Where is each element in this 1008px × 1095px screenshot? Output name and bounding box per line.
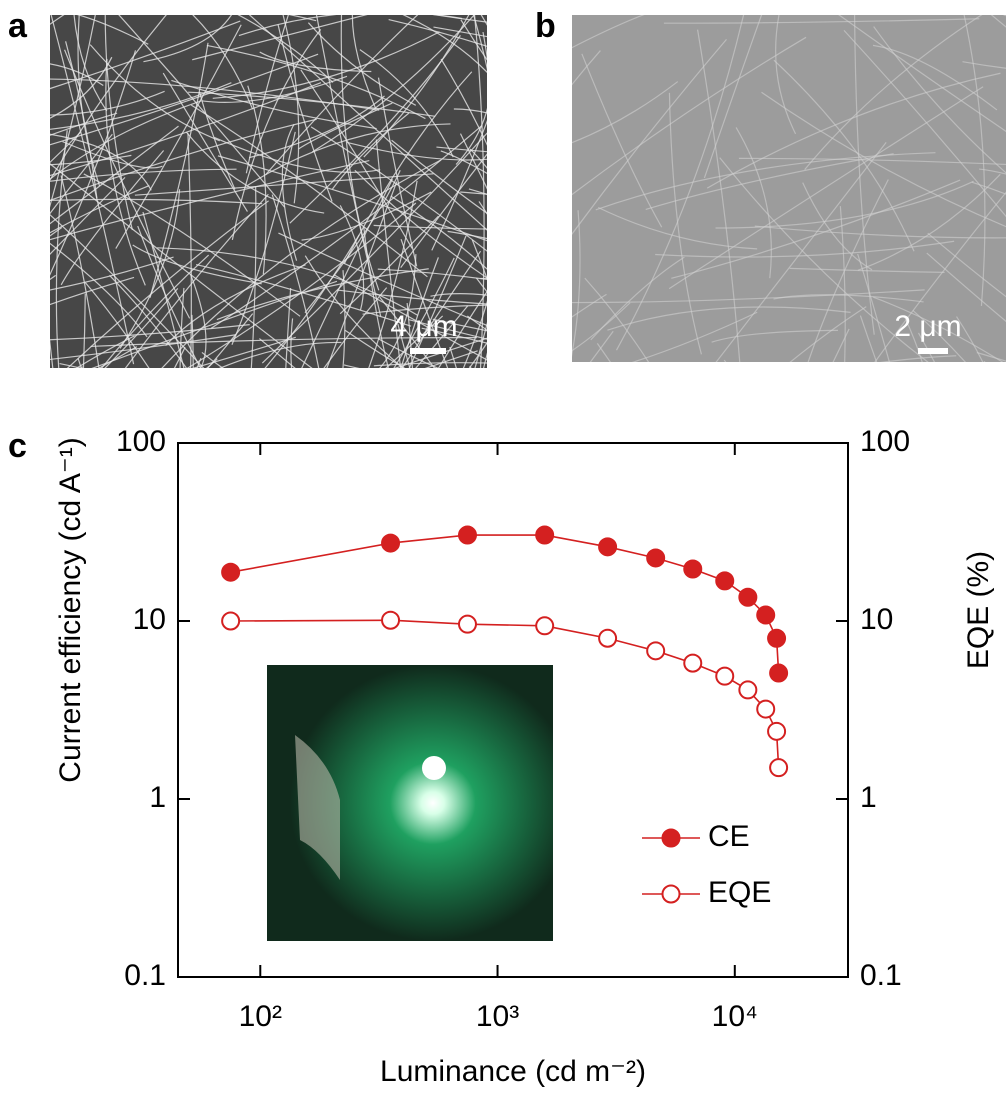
- data-point: [757, 701, 774, 718]
- scale-bar: [410, 348, 446, 354]
- nanowire: [0, 0, 3, 291]
- y-tick-label: 1: [149, 781, 166, 814]
- data-point: [770, 759, 787, 776]
- data-point: [459, 527, 476, 544]
- nanowire: [450, 347, 494, 518]
- panel-label: a: [8, 7, 28, 45]
- y-axis-title: Current efficiency (cd A⁻¹): [54, 437, 87, 782]
- nanowire: [565, 377, 793, 677]
- scale-bar-label: 4 μm: [390, 310, 457, 343]
- data-point: [647, 642, 664, 659]
- legend-marker: [663, 886, 680, 903]
- nanowire: [384, 331, 613, 627]
- data-point: [536, 617, 553, 634]
- data-point: [222, 613, 239, 630]
- nanowire: [724, 360, 936, 604]
- nanowire: [0, 326, 1, 371]
- nanowire: [0, 44, 10, 360]
- nanowire: [60, 364, 341, 486]
- nanowire: [0, 8, 10, 282]
- x-tick-label: 10³: [476, 1000, 519, 1033]
- nanowire: [735, 381, 800, 522]
- nanowire: [801, 376, 832, 486]
- nanowire: [597, 343, 732, 564]
- data-point: [768, 630, 785, 647]
- nanowire: [112, 391, 381, 533]
- data-point: [716, 668, 733, 685]
- figure: a b c 4 μm 2 μm Current efficiency (cd A…: [0, 0, 1008, 1095]
- nanowire: [0, 144, 21, 241]
- data-point: [536, 527, 553, 544]
- data-point: [647, 549, 664, 566]
- data-point: [599, 538, 616, 555]
- y-tick-label: 10: [133, 603, 166, 636]
- data-point: [684, 655, 701, 672]
- series-line: [231, 535, 779, 673]
- data-point: [382, 535, 399, 552]
- y2-tick-label: 10: [860, 603, 893, 636]
- data-point: [768, 723, 785, 740]
- legend-label: EQE: [708, 876, 771, 909]
- legend-label: CE: [708, 820, 750, 853]
- panel-label: b: [535, 7, 556, 45]
- x-tick-label: 10⁴: [712, 1000, 758, 1033]
- nanowire: [960, 0, 1008, 9]
- nanowire: [521, 148, 541, 441]
- nanowire: [78, 358, 161, 624]
- nanowire: [222, 393, 296, 477]
- nanowire: [0, 298, 41, 496]
- nanowire: [336, 381, 443, 425]
- x-tick-label: 10²: [239, 1000, 282, 1033]
- nanowire: [129, 351, 477, 482]
- data-point: [739, 681, 756, 698]
- nanowire: [487, 0, 579, 8]
- x-axis-title: Luminance (cd m⁻²): [380, 1055, 646, 1088]
- y2-tick-label: 0.1: [860, 959, 902, 992]
- data-point: [222, 564, 239, 581]
- nanowire: [470, 366, 619, 621]
- nanowire: [0, 279, 26, 281]
- nanowire: [491, 0, 574, 160]
- nanowire: [0, 49, 4, 324]
- data-point: [382, 612, 399, 629]
- nanowire: [718, 329, 849, 593]
- nanowire: [0, 296, 28, 550]
- y2-tick-label: 1: [860, 781, 877, 814]
- nanowire: [0, 68, 42, 135]
- y-tick-label: 100: [116, 425, 166, 458]
- nanowire: [0, 275, 56, 395]
- data-point: [599, 630, 616, 647]
- nanowire: [0, 198, 18, 221]
- panel-label: c: [8, 427, 27, 465]
- y2-tick-label: 100: [860, 425, 910, 458]
- inset-photo: [267, 665, 553, 941]
- data-point: [757, 607, 774, 624]
- data-point: [716, 572, 733, 589]
- y2-axis-title: EQE (%): [962, 551, 995, 669]
- nanowire: [979, 371, 1008, 498]
- nanowire: [566, 391, 907, 407]
- data-point: [459, 616, 476, 633]
- scale-bar: [918, 348, 948, 354]
- data-point: [770, 665, 787, 682]
- nanowire: [0, 347, 185, 602]
- scale-bar-label: 2 μm: [894, 310, 961, 343]
- nanowire: [528, 237, 568, 618]
- nanowire: [0, 73, 32, 321]
- legend-marker: [663, 830, 680, 847]
- y-tick-label: 0.1: [124, 959, 166, 992]
- data-point: [739, 589, 756, 606]
- data-point: [684, 560, 701, 577]
- nanowire: [344, 365, 713, 394]
- nanowire: [398, 324, 499, 639]
